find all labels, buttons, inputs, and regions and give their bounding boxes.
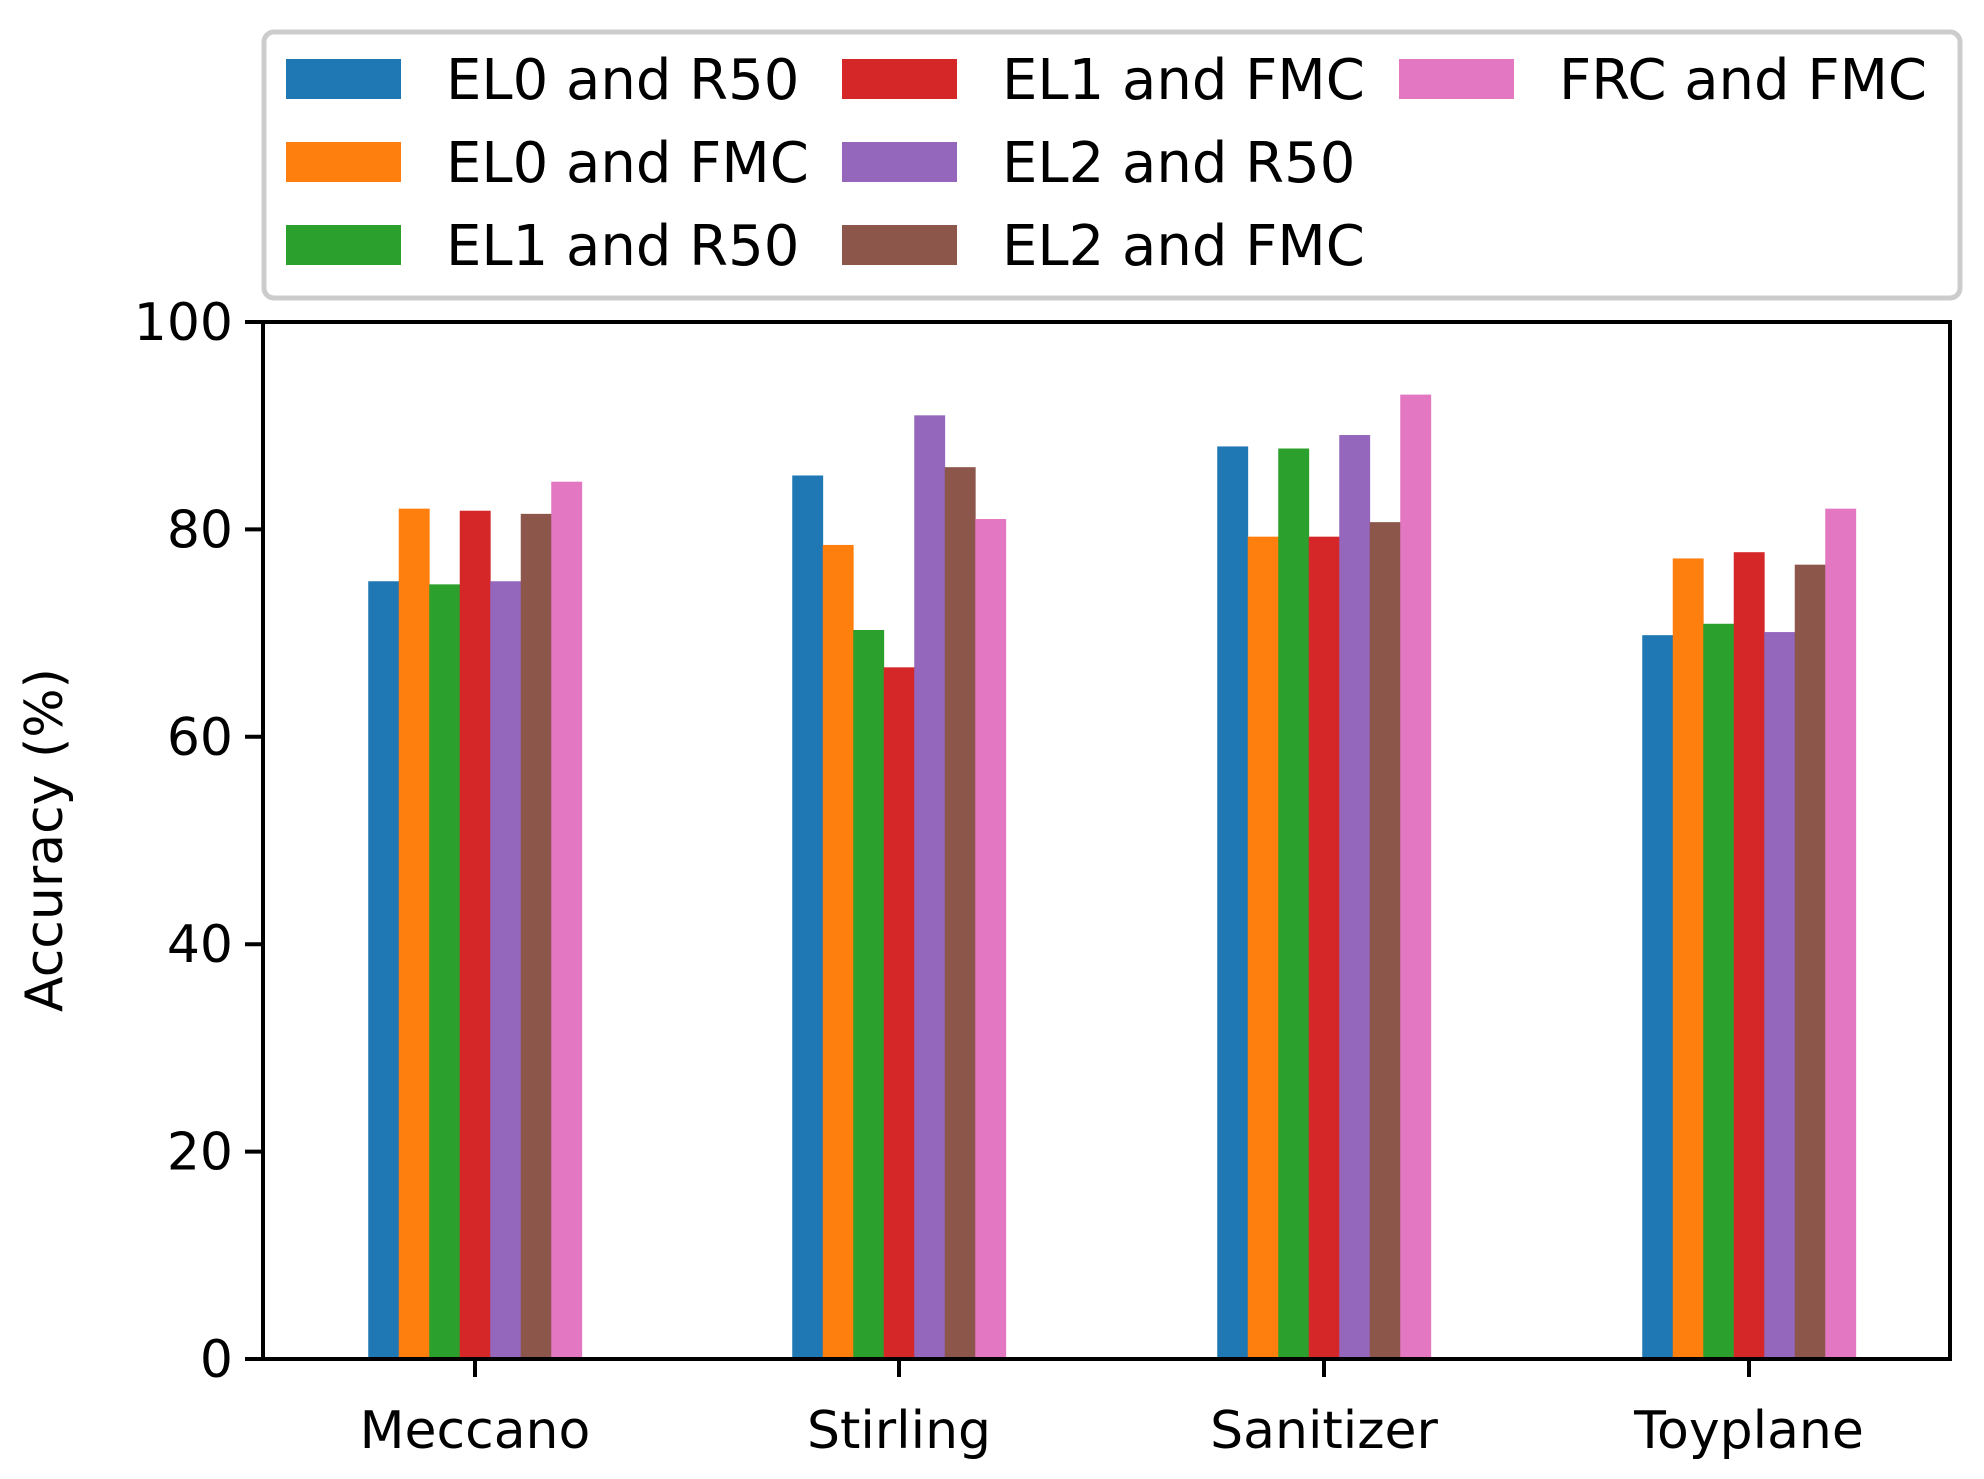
bar-el1-and-fmc-stirling — [883, 667, 915, 1359]
legend-label-frc-and-fmc: FRC and FMC — [1559, 48, 1927, 113]
bar-frc-and-fmc-sanitizer — [1400, 394, 1432, 1360]
bar-el2-and-fmc-toyplane — [1794, 564, 1826, 1359]
legend-label-el0-and-fmc: EL0 and FMC — [446, 131, 809, 196]
y-tick-label: 80 — [167, 500, 233, 560]
bar-el0-and-fmc-toyplane — [1672, 558, 1704, 1359]
x-axis: Meccano Stirling Sanitizer Toyplane — [360, 1359, 1864, 1461]
bar-el0-and-fmc-meccano — [398, 508, 430, 1359]
bar-el2-and-r50-toyplane — [1764, 632, 1796, 1359]
x-tick-label-toyplane: Toyplane — [1633, 1401, 1864, 1461]
bar-el1-and-fmc-sanitizer — [1308, 536, 1340, 1359]
legend-swatch-frc-and-fmc — [1399, 59, 1514, 99]
legend-swatch-el1-and-fmc — [842, 59, 957, 99]
bar-frc-and-fmc-toyplane — [1825, 508, 1857, 1359]
bar-el2-and-r50-sanitizer — [1339, 435, 1371, 1359]
legend-swatch-el1-and-r50 — [286, 225, 401, 265]
plot-frame — [261, 320, 1952, 1361]
bar-el0-and-r50-meccano — [368, 581, 400, 1359]
y-tick-label: 40 — [167, 915, 233, 975]
y-tick-label: 0 — [200, 1330, 233, 1390]
y-tick-label: 60 — [167, 708, 233, 768]
bar-el2-and-r50-stirling — [914, 415, 946, 1360]
bar-el0-and-r50-sanitizer — [1217, 446, 1249, 1359]
y-tick-label: 100 — [134, 293, 233, 353]
bar-el1-and-r50-stirling — [853, 629, 885, 1359]
legend-swatch-el0-and-r50 — [286, 59, 401, 99]
bar-el0-and-r50-toyplane — [1642, 635, 1674, 1359]
legend-label-el1-and-r50: EL1 and R50 — [446, 214, 799, 279]
legend-swatch-el2-and-fmc — [842, 225, 957, 265]
bar-el2-and-fmc-stirling — [944, 467, 976, 1359]
legend-frame — [261, 29, 1963, 301]
y-tick-label: 20 — [167, 1123, 233, 1183]
legend-swatch-el0-and-fmc — [286, 142, 401, 182]
bar-frc-and-fmc-meccano — [551, 481, 583, 1359]
legend-swatch-el2-and-r50 — [842, 142, 957, 182]
legend-label-el2-and-r50: EL2 and R50 — [1002, 131, 1355, 196]
bar-el0-and-fmc-sanitizer — [1247, 536, 1279, 1359]
bar-el1-and-r50-sanitizer — [1278, 448, 1310, 1359]
bar-el0-and-fmc-stirling — [822, 544, 854, 1359]
legend-label-el1-and-fmc: EL1 and FMC — [1002, 48, 1365, 113]
bar-el1-and-r50-toyplane — [1703, 623, 1735, 1359]
x-tick-label-meccano: Meccano — [360, 1401, 591, 1461]
bar-el1-and-r50-meccano — [429, 584, 461, 1359]
legend: EL0 and R50 EL0 and FMC EL1 and R50 EL1 and… — [261, 29, 1963, 301]
bars-layer — [368, 394, 1857, 1360]
bar-el1-and-fmc-toyplane — [1733, 552, 1765, 1359]
x-tick-label-sanitizer: Sanitizer — [1210, 1401, 1438, 1461]
bar-el1-and-fmc-meccano — [459, 510, 491, 1360]
y-axis-label: Accuracy (%) — [15, 668, 75, 1012]
x-tick-label-stirling: Stirling — [807, 1401, 991, 1461]
legend-label-el0-and-r50: EL0 and R50 — [446, 48, 799, 113]
bar-el2-and-fmc-sanitizer — [1369, 522, 1401, 1359]
bar-frc-and-fmc-stirling — [975, 519, 1007, 1359]
y-axis: 0 20 40 60 80 100 — [134, 293, 263, 1390]
legend-label-el2-and-fmc: EL2 and FMC — [1002, 214, 1365, 279]
bar-el0-and-r50-stirling — [792, 475, 824, 1360]
bar-el2-and-r50-meccano — [490, 581, 522, 1359]
bar-el2-and-fmc-meccano — [520, 513, 552, 1359]
